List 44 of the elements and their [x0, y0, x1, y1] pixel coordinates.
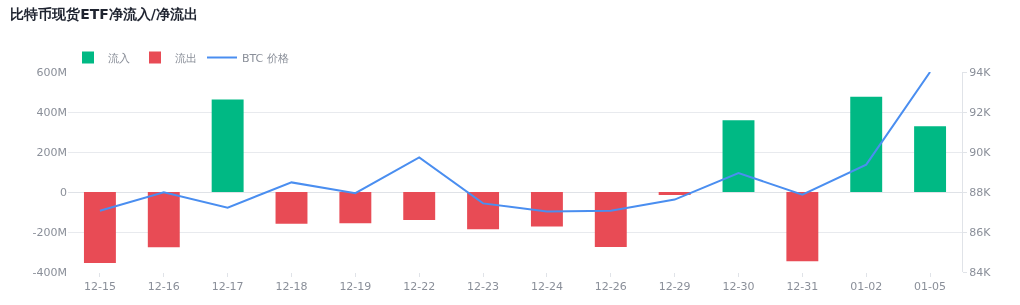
x-tick-label: 01-02	[850, 280, 883, 294]
bar	[722, 120, 755, 192]
y-tick-label: 400M	[36, 105, 67, 119]
y2-tick-label: 94K	[969, 65, 992, 79]
y2-tick-label: 88K	[969, 185, 992, 199]
legend-label: 流出	[175, 51, 197, 65]
y-tick-label: 0	[60, 185, 67, 199]
bar	[275, 192, 308, 224]
bar	[594, 192, 627, 247]
bar	[339, 192, 372, 224]
x-tick-label: 12-29	[658, 280, 691, 294]
y2-tick-label: 86K	[969, 225, 992, 239]
x-tick-label: 12-26	[594, 280, 627, 294]
bar	[850, 96, 883, 192]
bar	[147, 192, 180, 248]
x-tick-label: 12-31	[786, 280, 819, 294]
x-tick-label: 12-17	[211, 280, 244, 294]
x-tick-label: 12-22	[403, 280, 436, 294]
bar	[83, 192, 116, 263]
bar	[467, 192, 500, 230]
x-tick-label: 12-30	[722, 280, 755, 294]
x-tick-label: 12-15	[83, 280, 116, 294]
x-tick-label: 12-24	[530, 280, 563, 294]
x-tick-label: 12-18	[275, 280, 308, 294]
y2-tick-label: 92K	[969, 105, 992, 119]
y-tick-label: -200M	[32, 225, 67, 239]
x-tick-label: 01-05	[914, 280, 947, 294]
legend-label: 流入	[108, 51, 130, 65]
chart-title: 比特币现货ETF净流入/净流出	[10, 5, 198, 22]
y2-tick-label: 90K	[969, 145, 992, 159]
y-tick-label: -400M	[32, 265, 67, 279]
y-tick-label: 200M	[36, 145, 67, 159]
legend-label: BTC 价格	[242, 51, 289, 65]
x-tick-label: 12-19	[339, 280, 372, 294]
bar	[786, 192, 819, 262]
x-tick-label: 12-16	[147, 280, 180, 294]
bar	[914, 126, 947, 192]
line-series	[98, 72, 932, 213]
y2-tick-label: 84K	[969, 265, 992, 279]
bar	[403, 192, 436, 220]
bar	[530, 192, 563, 227]
bar	[211, 99, 244, 192]
y-tick-label: 600M	[36, 65, 67, 79]
x-tick-label: 12-23	[467, 280, 500, 294]
